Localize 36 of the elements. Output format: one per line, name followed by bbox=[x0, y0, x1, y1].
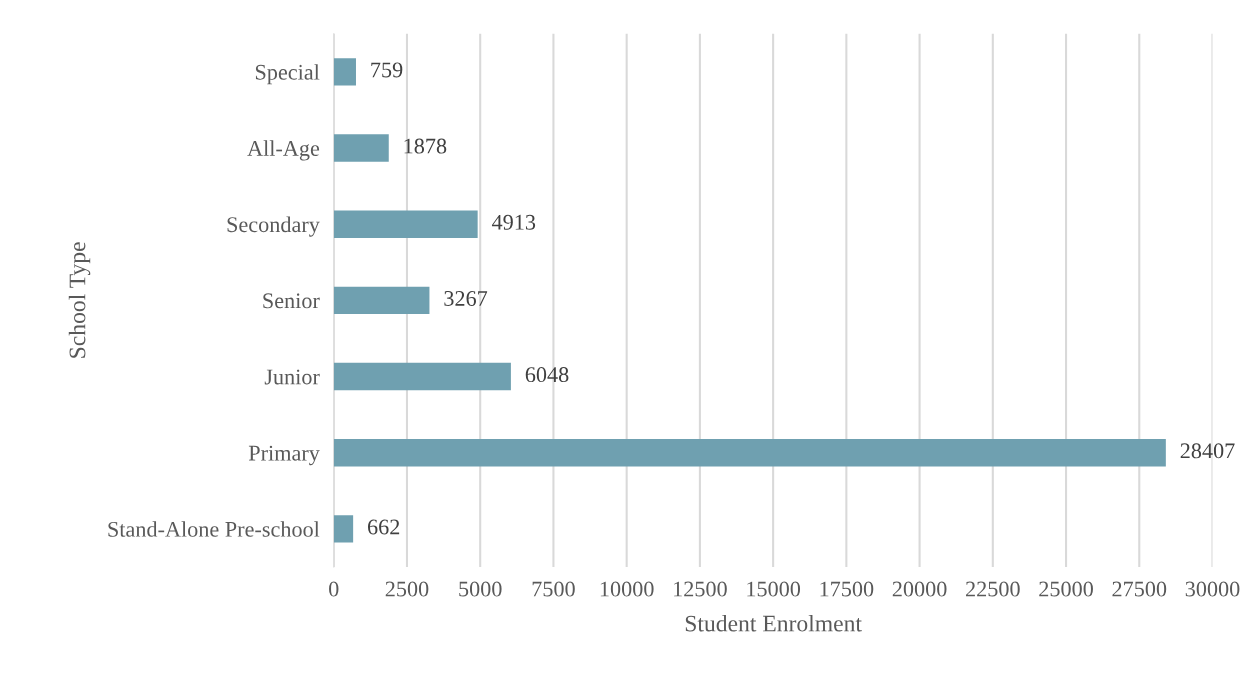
data-label: 759 bbox=[371, 62, 403, 78]
x-tick-label: 27500 bbox=[1112, 581, 1167, 597]
y-tick-label: All-Age bbox=[247, 140, 320, 161]
y-axis-title: School Type bbox=[68, 242, 91, 358]
x-tick-label: 2500 bbox=[385, 581, 429, 597]
x-tick-label: 15000 bbox=[747, 581, 801, 597]
x-tick-label: 7500 bbox=[532, 581, 575, 597]
data-label: 6048 bbox=[525, 367, 569, 383]
y-tick-label: Special bbox=[255, 64, 320, 85]
bar bbox=[333, 58, 356, 86]
data-label: 662 bbox=[367, 519, 400, 535]
data-label: 28407 bbox=[1180, 443, 1235, 459]
y-tick-label: Stand-Alone Pre-school bbox=[108, 521, 320, 537]
bar bbox=[333, 134, 389, 162]
x-tick-label: 10000 bbox=[600, 581, 654, 597]
bar bbox=[333, 210, 478, 238]
y-tick-label: Senior bbox=[263, 293, 320, 309]
x-tick-label: 22500 bbox=[966, 581, 1020, 597]
x-tick-label: 12500 bbox=[674, 581, 727, 597]
data-label: 3267 bbox=[444, 291, 488, 306]
x-tick-label: 30000 bbox=[1185, 581, 1240, 597]
x-tick-label: 0 bbox=[329, 581, 339, 597]
x-tick-label: 17500 bbox=[820, 581, 874, 597]
x-tick-label: 25000 bbox=[1039, 581, 1093, 597]
data-label: 1878 bbox=[404, 138, 447, 154]
bar bbox=[333, 362, 511, 391]
x-axis-title: Student Enrolment bbox=[685, 614, 862, 632]
x-tick-label: 5000 bbox=[459, 581, 502, 597]
y-tick-label: Junior bbox=[264, 369, 320, 385]
bar bbox=[333, 286, 430, 315]
x-tick-label: 20000 bbox=[892, 581, 947, 597]
y-tick-label: Primary bbox=[248, 445, 320, 466]
bar bbox=[333, 515, 354, 543]
y-tick-label: Secondary bbox=[227, 216, 320, 237]
bar bbox=[333, 439, 1166, 467]
data-label: 4913 bbox=[491, 214, 536, 230]
